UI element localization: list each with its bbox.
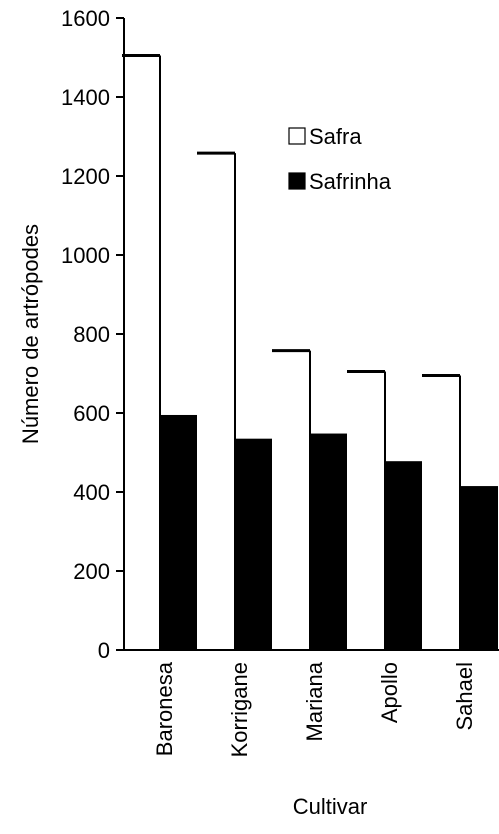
y-ticks: 0 200 400 600 800 1000 1200 1400 1600 [61,6,124,663]
y-tick-label: 1400 [61,85,110,110]
bar-safrinha-korrigane [235,438,273,650]
bar-safra-baronesa [122,55,160,650]
legend-swatch-safra [288,127,306,145]
y-tick-label: 1000 [61,243,110,268]
x-tick-label-mariana: Mariana [302,661,327,741]
y-tick-label: 200 [73,559,110,584]
y-tick-label: 1200 [61,164,110,189]
legend-item-safrinha: Safrinha [288,169,392,194]
bar-safrinha-apollo [385,461,423,650]
y-tick-label: 800 [73,322,110,347]
bar-safrinha-sahael [460,486,498,650]
x-tick-labels: Baronesa Korrigane Mariana Apollo Sahael [152,661,477,757]
bar-safra-korrigane [197,153,235,650]
legend-label-safrinha: Safrinha [309,169,392,194]
bar-safrinha-mariana [310,433,348,650]
x-tick-label-apollo: Apollo [377,662,402,723]
y-tick-label: 600 [73,401,110,426]
legend: Safra Safrinha [288,124,392,194]
bar-safrinha-baronesa [160,414,198,650]
y-tick-label: 1600 [61,6,110,31]
y-tick-label: 0 [98,638,110,663]
y-axis-title: Número de artrópodes [18,224,43,444]
legend-label-safra: Safra [309,124,362,149]
legend-swatch-safrinha [288,172,306,190]
x-tick-label-sahael: Sahael [452,662,477,731]
bars-layer [122,54,498,650]
legend-item-safra: Safra [288,124,362,149]
bar-safra-sahael [422,375,460,650]
bar-safra-mariana [272,350,310,650]
x-axis-title: Cultivar [293,794,368,819]
x-tick-label-baronesa: Baronesa [152,661,177,756]
y-tick-label: 400 [73,480,110,505]
bar-safra-apollo [347,371,385,650]
x-tick-label-korrigane: Korrigane [227,662,252,757]
